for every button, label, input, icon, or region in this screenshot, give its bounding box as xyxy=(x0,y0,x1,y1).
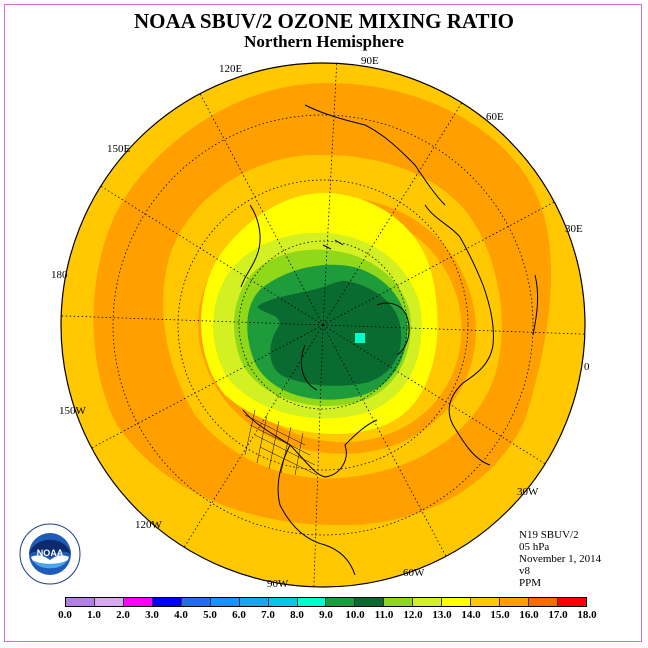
lon-label-150w: 150W xyxy=(59,405,86,417)
info-satellite: N19 SBUV/2 xyxy=(519,529,579,541)
ozone-band-dark-core xyxy=(257,280,402,386)
colorbar-tick-label: 7.0 xyxy=(261,609,275,621)
colorbar-swatch xyxy=(471,598,501,606)
info-level: 05 hPa xyxy=(519,541,550,553)
info-block: N19 SBUV/2 05 hPa November 1, 2014 v8 PP… xyxy=(519,529,601,589)
ozone-peak-spot xyxy=(355,333,365,343)
info-version: v8 xyxy=(519,565,530,577)
lon-label-150e: 150E xyxy=(107,143,131,155)
colorbar-tick-label: 0.0 xyxy=(58,609,72,621)
colorbar-swatch xyxy=(297,598,327,606)
svg-text:NOAA: NOAA xyxy=(37,548,64,558)
colorbar-tick-label: 6.0 xyxy=(232,609,246,621)
latitude-circle-0 xyxy=(112,114,534,536)
lon-label-0: 0 xyxy=(584,361,590,373)
chart-subtitle: Northern Hemisphere xyxy=(244,32,404,51)
lon-label-30w: 30W xyxy=(517,486,539,498)
colorbar-swatch xyxy=(181,598,211,606)
colorbar-swatch xyxy=(268,598,298,606)
colorbar-swatch xyxy=(239,598,269,606)
colorbar-swatch xyxy=(500,598,529,606)
lon-label-90e: 90E xyxy=(361,55,379,67)
lon-label-120w: 120W xyxy=(135,519,162,531)
ozone-band-14-15 xyxy=(93,82,552,526)
colorbar-tick-label: 2.0 xyxy=(116,609,130,621)
lon-label-60w: 60W xyxy=(403,567,425,579)
lon-label-30e: 30E xyxy=(565,223,583,235)
colorbar-tick-label: 17.0 xyxy=(548,609,568,621)
colorbar-swatch xyxy=(442,598,472,606)
colorbar-tick-label: 10.0 xyxy=(345,609,365,621)
lon-label-90w: 90W xyxy=(267,578,289,590)
coastlines xyxy=(240,104,539,576)
colorbar-tick-label: 9.0 xyxy=(319,609,333,621)
colorbar-swatch xyxy=(66,598,95,606)
colorbar-tick-label: 4.0 xyxy=(174,609,188,621)
polar-ozone-map xyxy=(60,62,586,588)
colorbar-tick-label: 11.0 xyxy=(374,609,394,621)
latitude-circle-60 xyxy=(238,240,408,410)
colorbar-tick-label: 5.0 xyxy=(203,609,217,621)
colorbar-tick-label: 12.0 xyxy=(403,609,423,621)
colorbar-swatch xyxy=(413,598,443,606)
info-date: November 1, 2014 xyxy=(519,553,602,565)
colorbar-tick-label: 13.0 xyxy=(432,609,452,621)
info-units: PPM xyxy=(519,577,542,589)
colorbar-swatch xyxy=(355,598,385,606)
colorbar-swatch xyxy=(529,598,558,606)
colorbar-swatch xyxy=(557,598,586,606)
lon-label-180: 180 xyxy=(51,269,68,281)
us-state-lines xyxy=(244,409,318,476)
colorbar-tick-label: 3.0 xyxy=(145,609,159,621)
latitude-circle-30 xyxy=(177,179,469,471)
colorbar-tick-label: 1.0 xyxy=(87,609,101,621)
colorbar-tick-label: 8.0 xyxy=(290,609,304,621)
figure-frame: NOAA SBUV/2 OZONE MIXING RATIO Northern … xyxy=(4,4,642,642)
colorbar-swatch xyxy=(94,598,124,606)
map-boundary xyxy=(60,62,586,588)
lon-label-120e: 120E xyxy=(219,63,243,75)
colorbar-swatch xyxy=(210,598,240,606)
colorbar xyxy=(65,597,587,607)
colorbar-swatch xyxy=(326,598,356,606)
colorbar-swatch xyxy=(152,598,182,606)
colorbar-tick-label: 14.0 xyxy=(461,609,481,621)
chart-title: NOAA SBUV/2 OZONE MIXING RATIO xyxy=(134,9,514,33)
colorbar-swatch xyxy=(384,598,414,606)
colorbar-tick-label: 15.0 xyxy=(490,609,510,621)
colorbar-swatch xyxy=(123,598,153,606)
lon-label-60e: 60E xyxy=(486,111,504,123)
colorbar-tick-label: 16.0 xyxy=(519,609,539,621)
colorbar-tick-label: 18.0 xyxy=(577,609,597,621)
colorbar-labels: 0.0 1.0 2.0 3.0 4.0 5.0 6.0 7.0 8.0 9.0 10.0 11.0 12… xyxy=(5,609,641,623)
noaa-logo: NOAA xyxy=(19,523,81,585)
